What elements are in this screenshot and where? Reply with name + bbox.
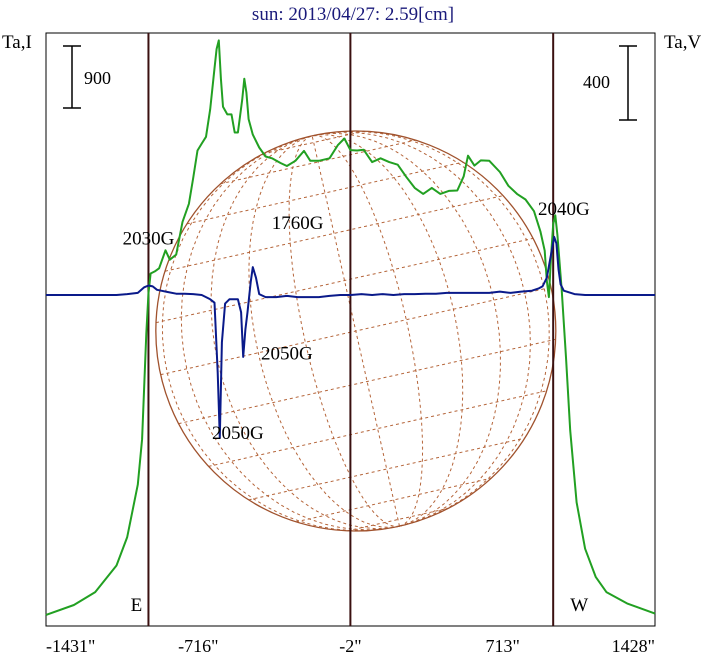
- scale-bar-I: 900: [63, 45, 111, 109]
- field-strength-annotation: 1760G: [272, 213, 324, 234]
- sun-limb-circle: [155, 130, 557, 532]
- sun-disk: [155, 130, 557, 532]
- longitude-line: [312, 132, 501, 527]
- latitude-line: [248, 437, 525, 501]
- latitude-line: [220, 139, 416, 185]
- latitude-line: [160, 286, 552, 376]
- x-tick-labels: -1431" -716" -2" 713" 1428": [46, 636, 655, 656]
- y-left-label: Ta,I: [2, 32, 32, 53]
- field-strength-annotation: 2030G: [123, 228, 175, 249]
- annotations-group: 2030G 1760G 2050G 2050G 2040G: [123, 199, 590, 444]
- field-strength-annotation: 2040G: [538, 199, 590, 220]
- latitude-line: [262, 130, 365, 155]
- x-tick-label: 713": [486, 636, 520, 656]
- limb-label: E: [131, 595, 143, 616]
- series-line-V: [46, 235, 655, 439]
- latitude-line: [295, 477, 492, 523]
- chart-title: sun: 2013/04/27: 2.59[cm]: [252, 4, 454, 25]
- longitude-line: [312, 131, 531, 527]
- y-right-label: Ta,V: [664, 32, 701, 53]
- x-tick-label: -1431": [46, 636, 95, 656]
- longitude-line: [312, 135, 424, 527]
- latitude-line: [186, 161, 464, 225]
- limb-label: W: [570, 595, 588, 616]
- longitude-line: [248, 135, 400, 528]
- scale-bar-V-label: 400: [583, 72, 610, 92]
- latitude-line: [155, 237, 534, 324]
- series-group: [45, 39, 656, 616]
- longitude-line: [180, 135, 400, 531]
- series-line-I: [45, 39, 656, 616]
- scale-bar-I-label: 900: [84, 68, 111, 88]
- field-strength-annotation: 2050G: [261, 344, 313, 365]
- scale-bar-V: 400: [583, 45, 637, 121]
- latitude-line: [347, 507, 449, 532]
- longitude-line: [312, 130, 550, 527]
- limb-lines: [147, 33, 555, 626]
- latitude-line: [178, 338, 556, 425]
- x-tick-label: -716": [178, 636, 218, 656]
- x-tick-label: 1428": [612, 636, 655, 656]
- longitude-line: [210, 135, 400, 530]
- longitude-line: [161, 135, 400, 532]
- x-tick-label: -2": [339, 636, 361, 656]
- longitude-line: [288, 135, 400, 527]
- field-strength-annotation: 2050G: [212, 423, 264, 444]
